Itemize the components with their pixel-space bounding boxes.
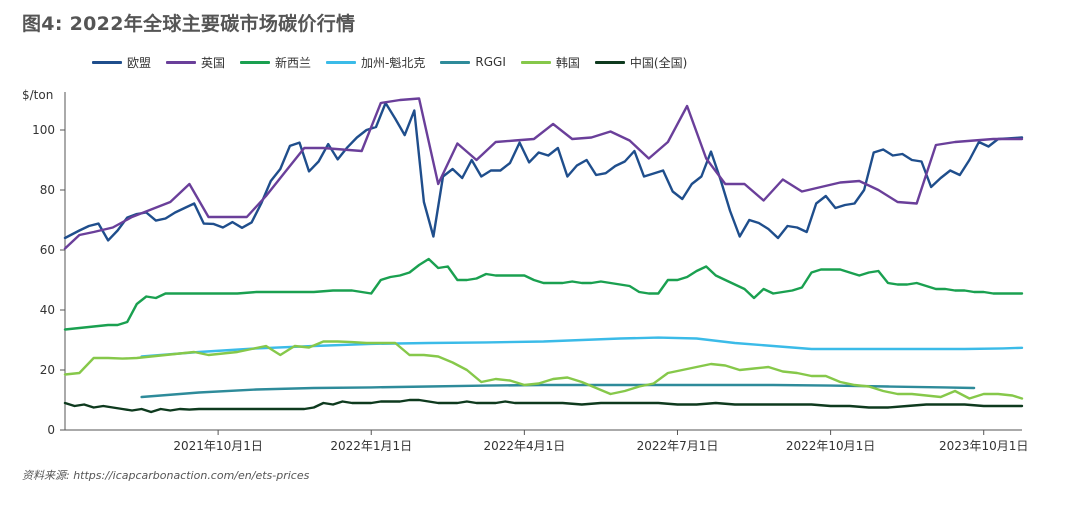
x-tick-label: 2022年7月1日 [637,439,719,453]
legend-label: 新西兰 [275,55,312,70]
y-axis-unit-label: $/ton [22,88,54,102]
y-tick-label: 80 [40,183,55,197]
source-note: 资料来源: https://icapcarbonaction.com/en/et… [22,469,310,482]
legend-item: RGGI [440,55,506,69]
legend-swatch [440,60,471,64]
y-tick-label: 40 [40,303,55,317]
x-tick-label: 2022年4月1日 [483,439,565,453]
legend-label: 英国 [201,55,226,70]
series-line-6 [63,340,1024,400]
legend-label: 加州-魁北克 [361,55,426,70]
legend-item: 韩国 [520,54,580,71]
chart-title: 图4: 2022年全球主要碳市场碳价行情 [22,13,356,35]
series-line-7 [63,398,1024,414]
legend-label: 中国(全国) [629,55,688,70]
y-tick-label: 20 [40,363,55,377]
series-line-1 [63,101,1024,242]
series-line-5 [140,383,976,399]
legend-swatch [240,60,271,64]
x-tick-label: 2023年10月1日 [939,439,1028,453]
x-tick-label: 2022年1月1日 [330,439,412,453]
legend-label: 韩国 [555,55,580,70]
legend-item: 加州-魁北克 [326,54,425,71]
legend-swatch [92,60,122,64]
legend-item: 英国 [166,54,225,71]
legend-label: RGGI [475,55,506,69]
x-tick-label: 2022年10月1日 [786,439,875,453]
legend-label: 欧盟 [127,55,152,70]
chart-legend: 欧盟 英国 新西兰 加州-魁北克 RGGI 韩国 中国(全国) [92,53,702,71]
legend-swatch [166,60,197,64]
legend-swatch [520,60,551,64]
series-line-2 [63,97,1024,250]
legend-swatch [326,60,357,64]
y-tick-label: 60 [40,243,55,257]
legend-item: 新西兰 [240,54,311,71]
y-tick-label: 0 [47,423,55,437]
series-line-3 [63,257,1024,331]
y-tick-label: 100 [32,123,55,137]
legend-item: 中国(全国) [594,54,688,71]
series-line-4 [140,336,1024,358]
legend-swatch [594,60,625,64]
x-tick-label: 2021年10月1日 [173,439,262,453]
legend-item: 欧盟 [92,54,151,71]
